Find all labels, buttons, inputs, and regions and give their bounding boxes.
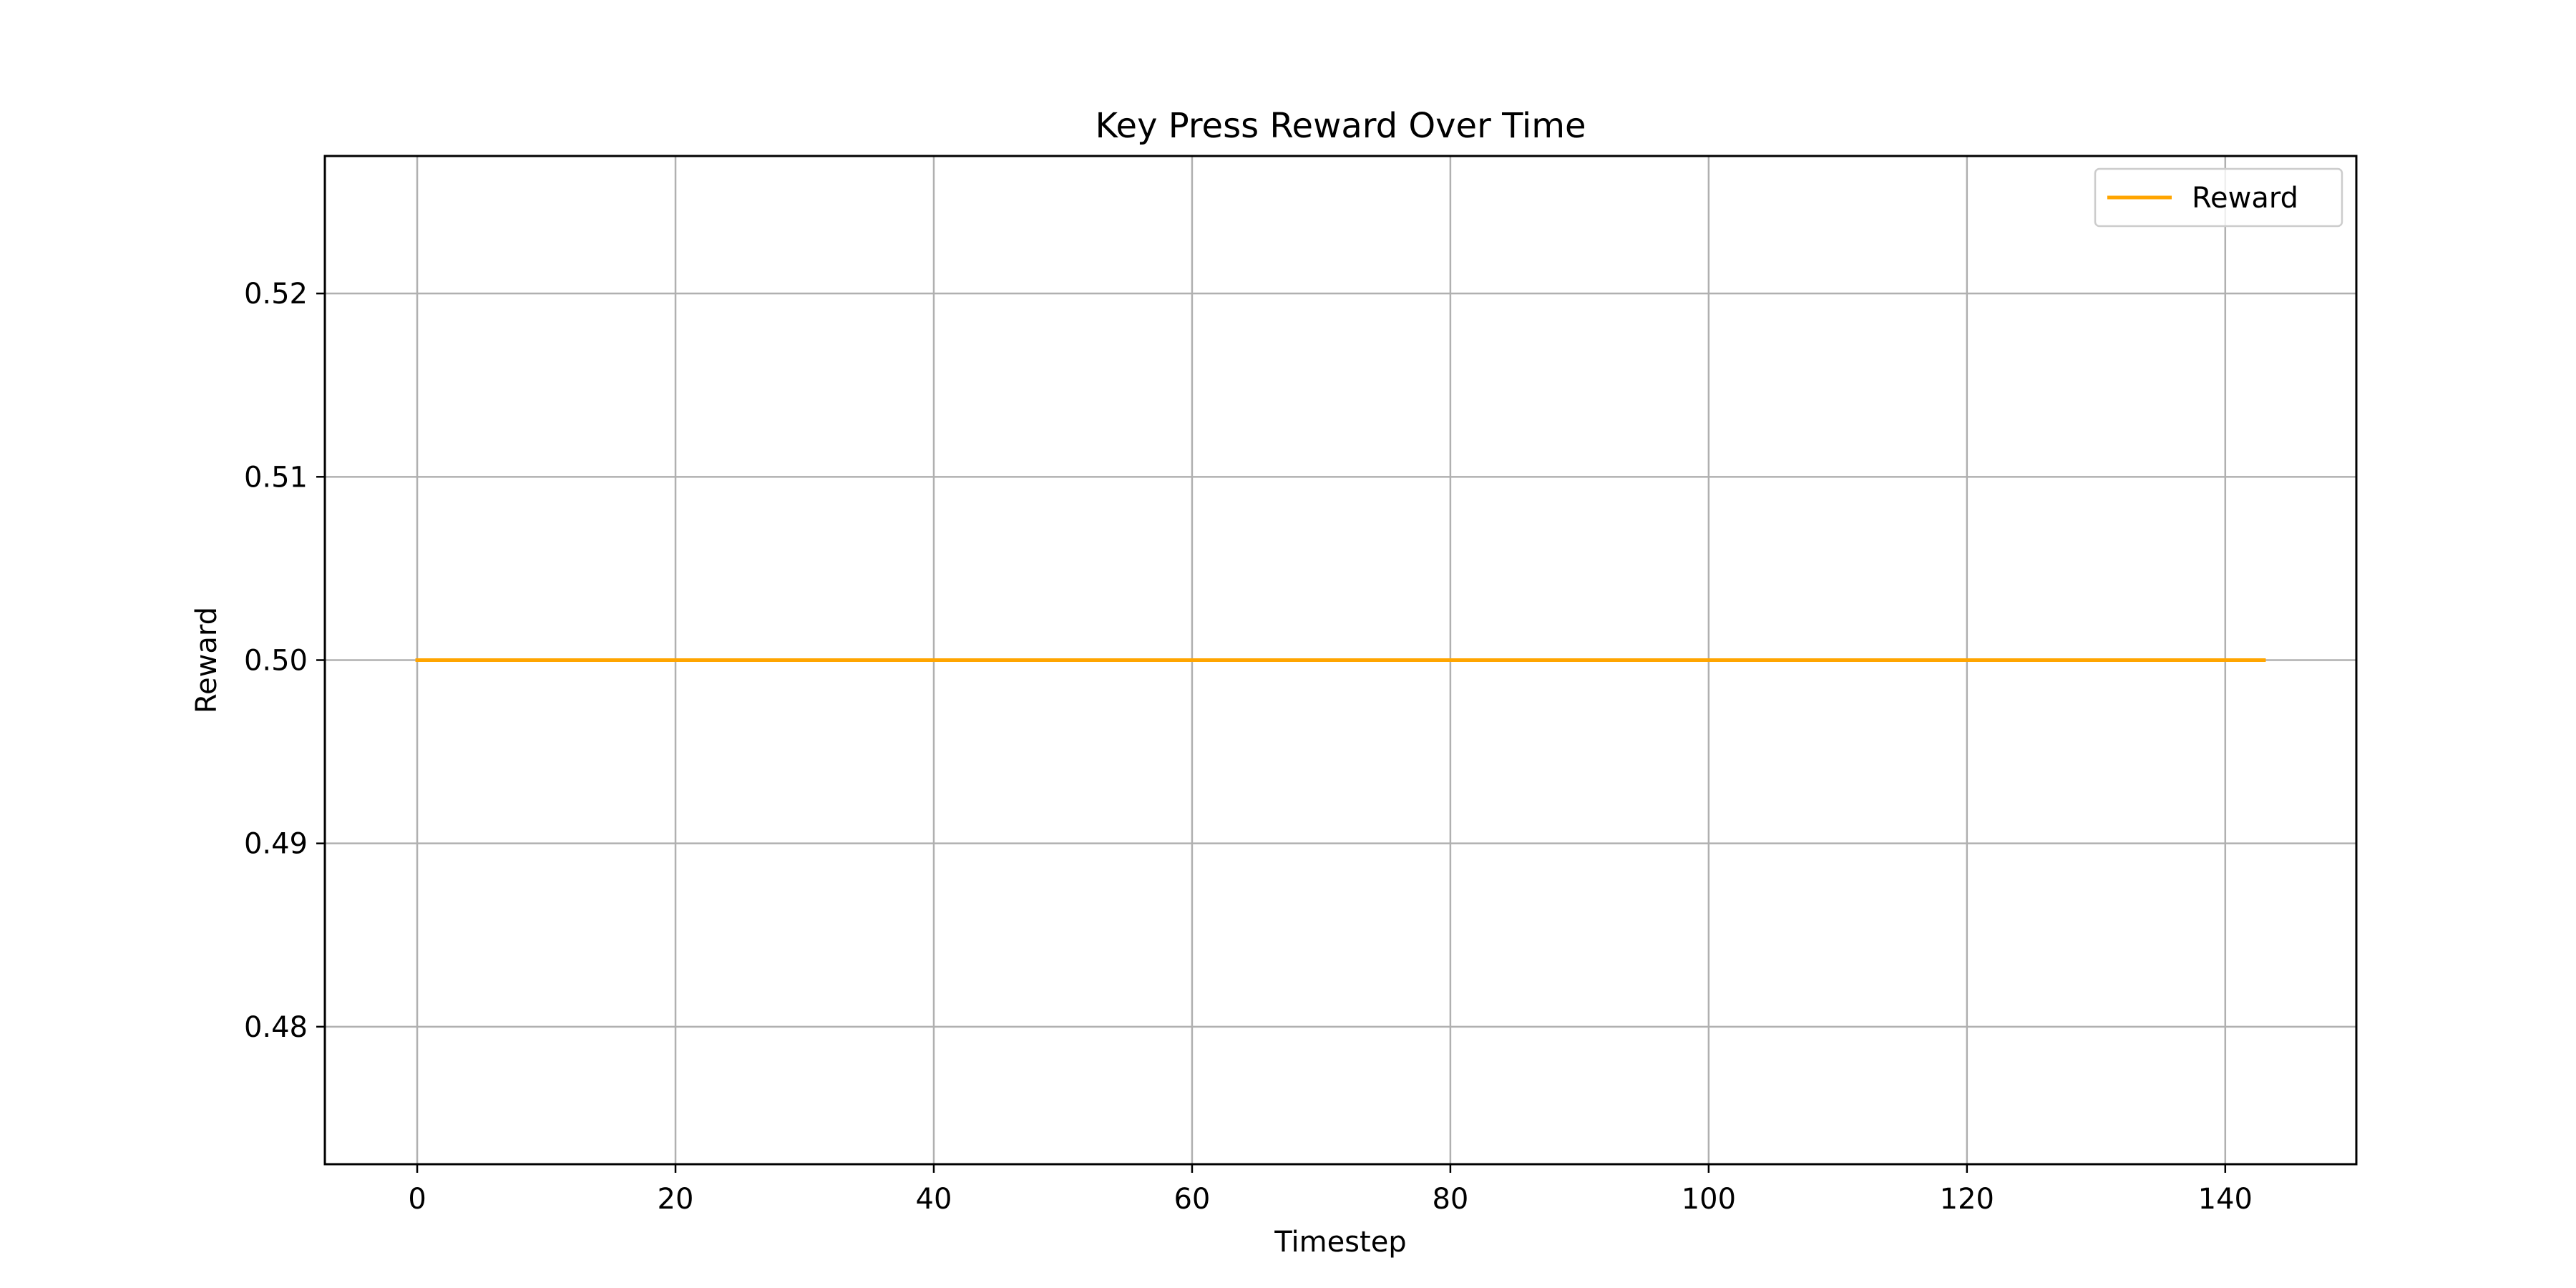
- x-axis-label: Timestep: [1274, 1226, 1406, 1259]
- y-axis-label: Reward: [190, 607, 223, 713]
- y-tick-label: 0.51: [244, 461, 308, 494]
- y-tick-label: 0.48: [244, 1011, 308, 1044]
- x-tick-label: 100: [1682, 1183, 1736, 1216]
- x-tick-label: 60: [1174, 1183, 1210, 1216]
- y-tick-label: 0.52: [244, 278, 308, 311]
- y-tick-label: 0.49: [244, 828, 308, 861]
- y-tick-label: 0.50: [244, 645, 308, 678]
- legend: Reward: [2094, 167, 2343, 228]
- ticks: 0 20 40 60 80 100 120 140 0.48 0.49 0.50 0.51 0.52: [244, 278, 2253, 1216]
- x-tick-label: 0: [408, 1183, 426, 1216]
- legend-label-reward: Reward: [2192, 182, 2298, 215]
- x-tick-label: 20: [658, 1183, 694, 1216]
- legend-box: [2094, 167, 2343, 228]
- x-tick-label: 40: [916, 1183, 952, 1216]
- x-tick-label: 80: [1432, 1183, 1468, 1216]
- x-tick-label: 140: [2198, 1183, 2253, 1216]
- chart-title: Key Press Reward Over Time: [1095, 106, 1586, 146]
- x-tick-label: 120: [1940, 1183, 1994, 1216]
